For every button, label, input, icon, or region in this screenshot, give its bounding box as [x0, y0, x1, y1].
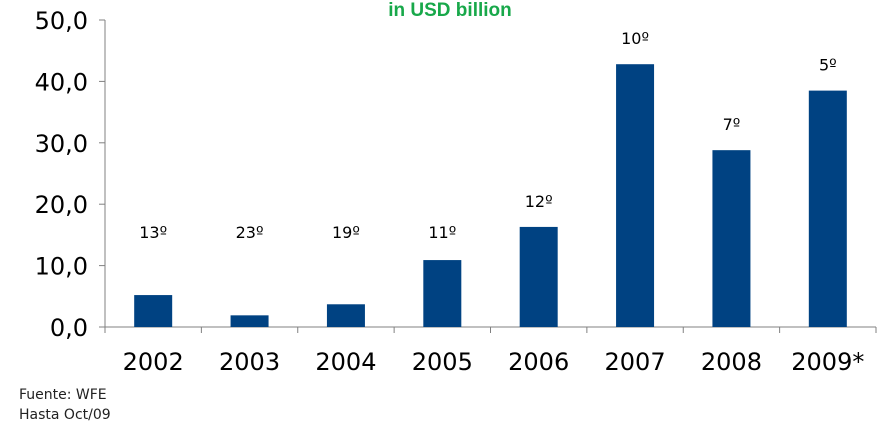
bar: [519, 226, 558, 327]
y-tick-label: 0,0: [50, 314, 88, 342]
source-note: Fuente: WFE: [19, 387, 107, 403]
bar: [808, 90, 847, 327]
bar: [616, 64, 655, 327]
y-tick-label: 50,0: [35, 7, 88, 35]
y-tick-label: 30,0: [35, 130, 88, 158]
bar-rank-label: 19º: [332, 223, 360, 242]
bar-rank-label: 10º: [621, 29, 649, 48]
bar-rank-label: 12º: [525, 192, 553, 211]
bar: [326, 304, 365, 327]
x-tick-label: 2007: [605, 348, 666, 376]
y-tick-label: 10,0: [35, 253, 88, 281]
x-tick-label: 2004: [315, 348, 376, 376]
date-range-note: Hasta Oct/09: [19, 407, 111, 423]
bar-rank-label: 23º: [236, 223, 264, 242]
x-tick-label: 2008: [701, 348, 762, 376]
x-tick-label: 2006: [508, 348, 569, 376]
x-tick-label: 2003: [219, 348, 280, 376]
bar-rank-label: 13º: [139, 223, 167, 242]
y-tick-label: 20,0: [35, 191, 88, 219]
x-tick-label: 2009*: [791, 348, 864, 376]
bar: [712, 150, 751, 327]
bar-rank-label: 7º: [723, 115, 741, 134]
x-tick-label: 2005: [412, 348, 473, 376]
bar: [423, 260, 462, 327]
bar: [230, 315, 269, 327]
y-tick-label: 40,0: [35, 68, 88, 96]
x-tick-label: 2002: [123, 348, 184, 376]
bar-rank-label: 11º: [428, 223, 456, 242]
chart-subtitle: in USD billion: [388, 0, 512, 21]
bar: [134, 295, 173, 327]
bar-rank-label: 5º: [819, 56, 837, 75]
